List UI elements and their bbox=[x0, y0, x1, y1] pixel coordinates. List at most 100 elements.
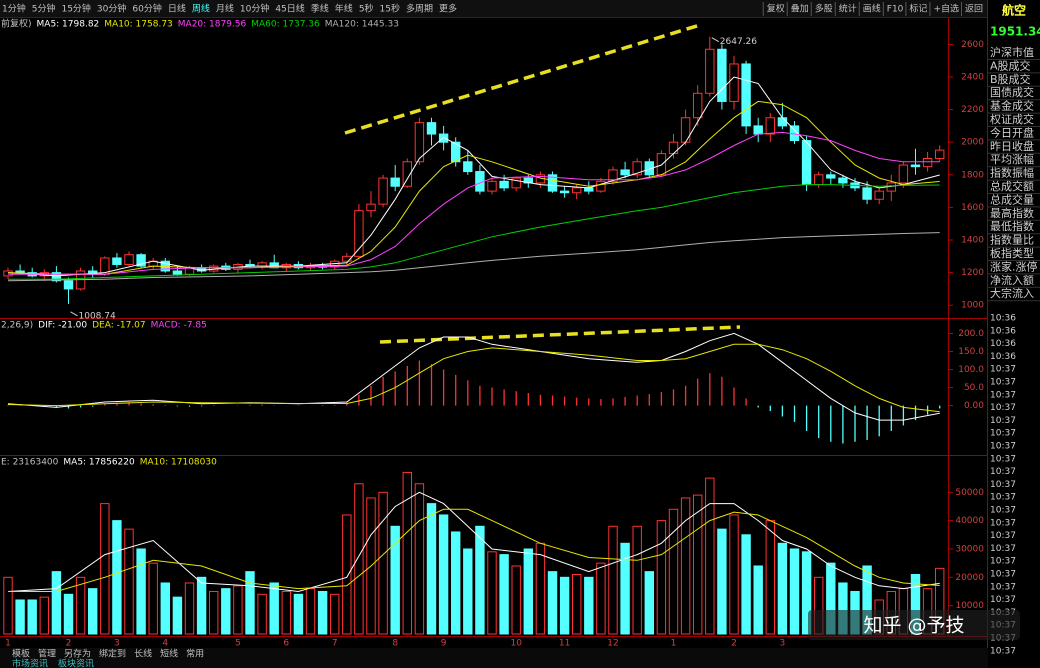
tool-button[interactable]: 画线 bbox=[863, 3, 881, 15]
tool-button[interactable]: 多股 bbox=[815, 3, 833, 15]
side-time: 10:37 bbox=[990, 557, 1016, 567]
tool-button[interactable]: 复权 bbox=[767, 3, 785, 15]
bottom-tab[interactable]: 模板 bbox=[12, 648, 30, 660]
bottom-tab[interactable]: 另存为 bbox=[64, 648, 91, 660]
period-button[interactable]: 15秒 bbox=[380, 3, 400, 15]
period-button[interactable]: 年线 bbox=[335, 3, 353, 15]
tool-button[interactable]: F10 bbox=[887, 5, 904, 15]
side-time: 10:37 bbox=[990, 544, 1016, 554]
side-time: 10:37 bbox=[990, 531, 1016, 541]
y-tick-label: 2200 bbox=[961, 105, 984, 115]
tool-button[interactable]: 统计 bbox=[839, 3, 857, 15]
candle-body bbox=[426, 122, 437, 135]
volume-bar bbox=[124, 528, 134, 635]
period-button[interactable]: 多周期 bbox=[406, 3, 433, 15]
period-button[interactable]: 周线 bbox=[192, 3, 210, 15]
volume-bar bbox=[535, 542, 546, 635]
side-item: 净流入额 bbox=[990, 273, 1034, 287]
volume-bar bbox=[172, 596, 183, 635]
period-button[interactable]: 45日线 bbox=[275, 3, 304, 15]
period-button[interactable]: 1分钟 bbox=[2, 3, 26, 15]
y-tick-label: 2400 bbox=[961, 72, 984, 82]
y-tick-label: 200.0 bbox=[958, 329, 984, 339]
volume-bar bbox=[88, 588, 98, 635]
candle-body bbox=[390, 177, 400, 187]
bottom-tab[interactable]: 绑定到 bbox=[99, 648, 126, 660]
tool-button[interactable]: 叠加 bbox=[791, 4, 809, 15]
candle-body bbox=[765, 117, 775, 135]
period-button[interactable]: 5分钟 bbox=[32, 3, 56, 15]
tool-button[interactable]: +自选 bbox=[933, 3, 959, 15]
indicator-line bbox=[7, 343, 940, 413]
period-button[interactable]: 更多 bbox=[439, 3, 457, 15]
x-tick-label: 11 bbox=[559, 639, 570, 649]
side-time: 10:37 bbox=[990, 646, 1016, 656]
y-tick-label: 30000 bbox=[955, 544, 984, 554]
volume-bar bbox=[693, 494, 703, 635]
period-button[interactable]: 月线 bbox=[216, 3, 234, 15]
volume-bar bbox=[511, 565, 521, 635]
indicator-line bbox=[8, 508, 940, 592]
period-button[interactable]: 5秒 bbox=[359, 3, 374, 15]
bottom-tab[interactable]: 市场资讯 bbox=[12, 658, 48, 668]
candle-body bbox=[753, 125, 763, 135]
x-tick-label: 3 bbox=[114, 639, 120, 649]
volume-bar bbox=[245, 571, 255, 635]
volume-bar bbox=[184, 582, 195, 635]
bottom-tab[interactable]: 常用 bbox=[186, 648, 204, 660]
annotation-pointer bbox=[70, 311, 78, 317]
volume-bar bbox=[257, 593, 267, 635]
candle-body bbox=[862, 187, 872, 200]
candle-body bbox=[596, 180, 606, 192]
side-time: 10:37 bbox=[990, 442, 1016, 452]
period-button[interactable]: 日线 bbox=[168, 3, 186, 15]
volume-bar bbox=[523, 548, 533, 635]
bottom-tab[interactable]: 板块资讯 bbox=[58, 658, 94, 668]
side-item: A股成交 bbox=[990, 58, 1031, 72]
period-button[interactable]: 60分钟 bbox=[132, 3, 161, 15]
volume-bar bbox=[112, 520, 122, 635]
volume-bar bbox=[15, 599, 25, 635]
side-item: 基金成交 bbox=[990, 99, 1034, 113]
period-button[interactable]: 10分钟 bbox=[240, 3, 269, 15]
candle-body bbox=[414, 122, 425, 163]
x-tick-label: 7 bbox=[332, 639, 338, 649]
x-tick-label: 8 bbox=[392, 639, 398, 649]
tool-button[interactable]: 返回 bbox=[965, 3, 983, 15]
side-item: 大宗流入 bbox=[990, 286, 1034, 300]
candle-body bbox=[136, 254, 146, 267]
candle-body bbox=[801, 140, 812, 186]
candle-body bbox=[15, 270, 25, 274]
tool-button[interactable]: 标记 bbox=[909, 3, 927, 15]
candle-body bbox=[777, 117, 788, 127]
volume-bar bbox=[51, 571, 62, 635]
candle-body bbox=[487, 180, 497, 192]
volume-bar bbox=[668, 508, 679, 635]
candle-body bbox=[632, 161, 642, 176]
volume-bar bbox=[487, 551, 497, 635]
y-tick-label: 2600 bbox=[961, 40, 984, 50]
volume-bar bbox=[620, 542, 630, 635]
bottom-tab[interactable]: 长线 bbox=[134, 648, 152, 660]
volume-bar bbox=[547, 571, 558, 635]
bottom-tab[interactable]: 短线 bbox=[160, 648, 178, 660]
bottom-tab[interactable]: 管理 bbox=[38, 648, 56, 660]
indicator-legend: MA20: 1879.56 bbox=[178, 20, 247, 30]
y-tick-label: 1200 bbox=[961, 268, 984, 278]
period-button[interactable]: 30分钟 bbox=[97, 3, 126, 15]
candle-body bbox=[63, 280, 74, 290]
indicator-line bbox=[7, 232, 940, 282]
candle-body bbox=[124, 254, 134, 265]
y-tick-label: 20000 bbox=[955, 573, 984, 583]
volume-bar bbox=[269, 582, 279, 635]
side-time: 10:37 bbox=[990, 493, 1016, 503]
side-time: 10:37 bbox=[990, 518, 1016, 528]
trend-line bbox=[344, 23, 701, 135]
y-tick-label: 0.00 bbox=[964, 401, 984, 411]
side-time: 10:37 bbox=[990, 365, 1016, 375]
candle-body bbox=[741, 63, 751, 127]
period-button[interactable]: 季线 bbox=[311, 3, 329, 15]
period-button[interactable]: 15分钟 bbox=[61, 3, 90, 15]
volume-bar bbox=[438, 514, 449, 635]
